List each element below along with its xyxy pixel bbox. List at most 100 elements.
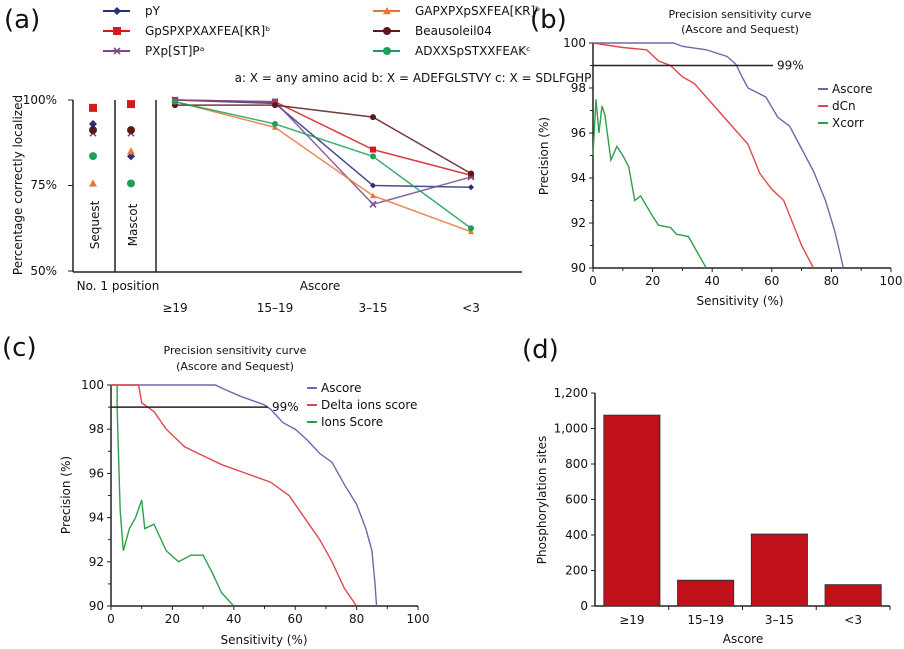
circle-marker bbox=[172, 98, 178, 105]
legend-label: Ions Score bbox=[321, 415, 383, 429]
b-subtitle: (Ascore and Sequest) bbox=[681, 23, 799, 36]
circle-marker bbox=[468, 170, 474, 177]
a-xtick-label: 3–15 bbox=[359, 301, 388, 315]
a-xtick-label: <3 bbox=[462, 301, 480, 315]
xtick-label: 0 bbox=[107, 612, 115, 626]
panel-d: Ascore Phosphorylation sites 0 200 400 600 8… bbox=[535, 386, 891, 646]
c-xlabel: Sensitivity (%) bbox=[220, 633, 307, 647]
curve-ions-score bbox=[116, 385, 235, 607]
d-ytick-label: 800 bbox=[565, 457, 588, 471]
series-line-0 bbox=[174, 99, 472, 188]
square-marker bbox=[113, 27, 121, 35]
panel-a: a: X = any amino acid b: X = ADEFGLSTVY … bbox=[11, 4, 591, 315]
a-xtick-label: ≥19 bbox=[162, 301, 187, 315]
curve-xcorr bbox=[592, 99, 707, 269]
ytick-label: 98 bbox=[571, 81, 586, 95]
bar-0 bbox=[603, 414, 661, 607]
a-ytick: 100% bbox=[23, 93, 57, 107]
ascore-label: Ascore bbox=[300, 279, 340, 293]
legend-label: GAPXPXpSXFEA[KR]ᵇ bbox=[415, 4, 540, 18]
xtick-label: 40 bbox=[705, 274, 720, 288]
xtick-label: 40 bbox=[226, 612, 241, 626]
circle-marker bbox=[127, 179, 135, 188]
d-xtick-label: 3–15 bbox=[765, 613, 794, 627]
b-ylabel: Precision (%) bbox=[537, 117, 551, 195]
circle-marker bbox=[370, 114, 376, 121]
xtick-label: 20 bbox=[645, 274, 660, 288]
ytick-label: 90 bbox=[571, 261, 586, 275]
ytick-label: 100 bbox=[81, 378, 104, 392]
square-marker bbox=[89, 103, 97, 112]
series-line-4 bbox=[175, 104, 472, 175]
d-xtick-label: <3 bbox=[844, 613, 862, 627]
ytick-label: 90 bbox=[89, 599, 104, 613]
a-ylabel: Percentage correctly localized bbox=[11, 95, 25, 275]
circle-marker bbox=[89, 152, 97, 161]
ytick-label: 94 bbox=[571, 171, 586, 185]
legend-label: pY bbox=[145, 4, 161, 18]
d-xtick-label: 15–19 bbox=[687, 613, 724, 627]
circle-marker bbox=[127, 126, 135, 135]
panel-label-a: (a) bbox=[4, 5, 40, 35]
legend-label: ADXXSpSTXXFEAKᶜ bbox=[415, 44, 531, 58]
legend-label: Beausoleil04 bbox=[415, 24, 492, 38]
xtick-label: 80 bbox=[349, 612, 364, 626]
xtick-label: 100 bbox=[880, 274, 903, 288]
c-ylabel: Precision (%) bbox=[59, 456, 73, 534]
xtick-label: 60 bbox=[764, 274, 779, 288]
d-ytick-label: 1,000 bbox=[554, 422, 588, 436]
panel-label-b: (b) bbox=[530, 5, 567, 35]
xtick-label: 20 bbox=[165, 612, 180, 626]
ytick-label: 100 bbox=[563, 36, 586, 50]
no1-position-label: No. 1 position bbox=[77, 279, 160, 293]
legend-label: Xcorr bbox=[832, 116, 864, 130]
a-xtick-label: 15–19 bbox=[257, 301, 294, 315]
legend-label: PXp[ST]Pᵃ bbox=[145, 44, 204, 58]
triangle-marker bbox=[468, 228, 474, 235]
d-ytick-label: 400 bbox=[565, 528, 588, 542]
ytick-label: 92 bbox=[89, 555, 104, 569]
bar-1 bbox=[677, 579, 735, 607]
circle-marker bbox=[468, 225, 474, 232]
curve-ascore bbox=[593, 42, 845, 269]
diamond-marker bbox=[89, 119, 97, 128]
legend-label: Delta ions score bbox=[321, 398, 417, 412]
circle-marker bbox=[272, 120, 278, 127]
xtick-label: 80 bbox=[824, 274, 839, 288]
sequest-label: Sequest bbox=[88, 200, 102, 249]
panel-label-d: (d) bbox=[522, 335, 559, 365]
legend-label: dCn bbox=[832, 99, 856, 113]
triangle-marker bbox=[89, 179, 97, 187]
x-marker bbox=[113, 47, 121, 55]
triangle-marker bbox=[272, 124, 278, 130]
d-ylabel: Phosphorylation sites bbox=[535, 436, 549, 564]
bar-3 bbox=[824, 584, 882, 607]
circle-marker bbox=[383, 47, 391, 55]
reference-label: 99% bbox=[272, 400, 299, 414]
d-xtick-label: ≥19 bbox=[619, 613, 644, 627]
circle-marker bbox=[272, 102, 278, 109]
ytick-label: 92 bbox=[571, 216, 586, 230]
panel-c: Precision sensitivity curve (Ascore and … bbox=[59, 344, 429, 647]
triangle-marker bbox=[383, 7, 391, 15]
d-ytick-label: 200 bbox=[565, 564, 588, 578]
footnote: a: X = any amino acid b: X = ADEFGLSTVY … bbox=[235, 71, 592, 85]
triangle-marker bbox=[370, 192, 376, 199]
d-ytick-label: 0 bbox=[580, 599, 588, 613]
x-marker bbox=[369, 200, 377, 208]
ytick-label: 96 bbox=[571, 126, 586, 140]
ytick-label: 94 bbox=[89, 511, 104, 525]
diamond-marker bbox=[370, 182, 376, 189]
xtick-label: 60 bbox=[288, 612, 303, 626]
legend-label: Ascore bbox=[832, 82, 872, 96]
b-title: Precision sensitivity curve bbox=[669, 8, 812, 21]
c-subtitle: (Ascore and Sequest) bbox=[176, 360, 294, 373]
panel-b: Precision sensitivity curve (Ascore and … bbox=[537, 8, 902, 308]
panel-label-c: (c) bbox=[2, 333, 37, 363]
diamond-marker bbox=[468, 184, 474, 191]
circle-marker bbox=[383, 27, 391, 35]
square-marker bbox=[127, 100, 135, 109]
ytick-label: 96 bbox=[89, 466, 104, 480]
square-marker bbox=[370, 146, 376, 153]
